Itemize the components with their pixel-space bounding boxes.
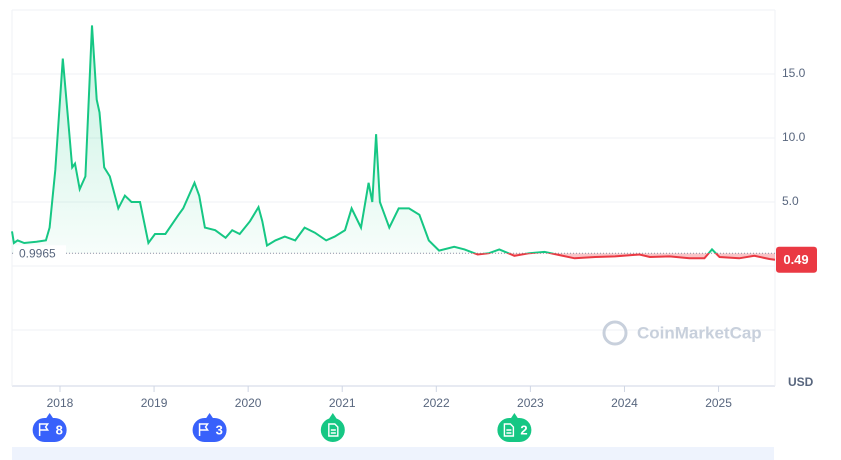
area-up bbox=[12, 25, 716, 254]
x-tick-label: 2019 bbox=[141, 396, 168, 410]
doc-icon bbox=[503, 423, 515, 437]
current-price-label: 0.49 bbox=[783, 252, 808, 267]
event-pointer bbox=[328, 413, 337, 419]
x-tick-label: 2021 bbox=[329, 396, 356, 410]
price-line-up bbox=[11, 25, 718, 254]
event-pointer bbox=[45, 413, 54, 419]
baseline-label: 0.9965 bbox=[19, 246, 56, 260]
x-tick-label: 2023 bbox=[517, 396, 544, 410]
event-pointer bbox=[205, 413, 214, 419]
flag-icon bbox=[38, 423, 50, 436]
baseline-label-bg bbox=[14, 245, 66, 262]
x-tick-label: 2020 bbox=[235, 396, 262, 410]
y-tick-label: 10.0 bbox=[782, 130, 806, 144]
watermark: CoinMarketCap bbox=[637, 323, 762, 342]
event-count: 2 bbox=[520, 422, 527, 437]
x-tick-label: 2024 bbox=[611, 396, 638, 410]
flag-icon bbox=[198, 423, 209, 436]
y-tick-label: 5.0 bbox=[782, 194, 799, 208]
y-tick-label: 15.0 bbox=[782, 66, 806, 80]
event-marker[interactable]: 3 bbox=[192, 413, 227, 442]
current-price-tag bbox=[776, 246, 817, 273]
event-marker[interactable]: 2 bbox=[497, 413, 532, 442]
event-count: 3 bbox=[216, 422, 223, 437]
doc-icon bbox=[328, 423, 339, 437]
x-tick-label: 2025 bbox=[705, 396, 732, 410]
event-marker[interactable]: 8 bbox=[32, 413, 67, 442]
watermark-logo: CoinMarketCap bbox=[602, 320, 762, 346]
event-marker[interactable] bbox=[320, 413, 345, 442]
x-tick-label: 2018 bbox=[47, 396, 74, 410]
price-line-down bbox=[471, 253, 776, 261]
navigator[interactable] bbox=[12, 447, 774, 460]
unit-label: USD bbox=[788, 375, 814, 389]
x-tick-label: 2022 bbox=[423, 396, 450, 410]
event-pointer bbox=[510, 413, 519, 419]
event-count: 8 bbox=[56, 422, 63, 437]
area-down bbox=[12, 253, 775, 260]
